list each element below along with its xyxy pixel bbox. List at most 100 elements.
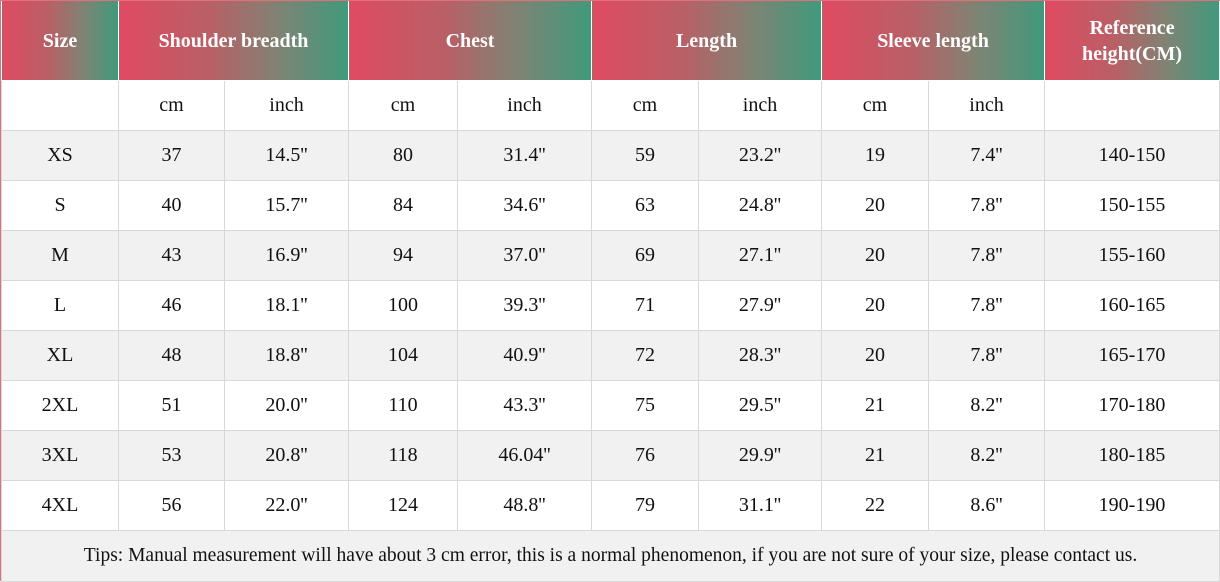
cell-chest-in: 43.3''	[456, 380, 593, 431]
tips-text: Tips: Manual measurement will have about…	[0, 530, 1220, 582]
cell-height: 150-155	[1044, 180, 1220, 231]
cell-length-cm: 69	[591, 230, 700, 281]
unit-row: cm inch cm inch cm inch cm inch	[1, 80, 1220, 131]
table-row: S 40 15.7'' 84 34.6'' 63 24.8'' 20 7.8'' 150-155	[1, 180, 1220, 231]
cell-size: XS	[1, 130, 119, 181]
cell-sleeve-in: 8.2''	[928, 380, 1046, 431]
unit-cell: cm	[821, 80, 930, 131]
unit-cell	[1044, 80, 1220, 131]
unit-cell: cm	[348, 80, 458, 131]
header-height: Reference height(CM)	[1044, 1, 1220, 81]
cell-sleeve-in: 7.8''	[928, 230, 1046, 281]
cell-length-in: 31.1''	[698, 480, 823, 531]
cell-chest-cm: 100	[348, 280, 458, 331]
header-size: Size	[1, 1, 119, 81]
cell-chest-cm: 110	[348, 380, 458, 431]
unit-cell: inch	[224, 80, 349, 131]
cell-shoulder-in: 18.1''	[224, 280, 349, 331]
cell-height: 190-190	[1044, 480, 1220, 531]
cell-length-in: 23.2''	[698, 130, 823, 181]
cell-sleeve-cm: 21	[821, 380, 930, 431]
cell-height: 180-185	[1044, 430, 1220, 481]
unit-cell: cm	[118, 80, 225, 131]
unit-cell: cm	[591, 80, 700, 131]
cell-sleeve-cm: 20	[821, 280, 930, 331]
cell-chest-in: 39.3''	[456, 280, 593, 331]
table-row: XL 48 18.8'' 104 40.9'' 72 28.3'' 20 7.8'' 165-17…	[1, 330, 1220, 381]
cell-length-in: 27.1''	[698, 230, 823, 281]
cell-sleeve-cm: 20	[821, 180, 930, 231]
cell-sleeve-cm: 19	[821, 130, 930, 181]
cell-size: 2XL	[1, 380, 119, 431]
cell-chest-in: 34.6''	[456, 180, 593, 231]
cell-length-cm: 79	[591, 480, 700, 531]
cell-size: S	[1, 180, 119, 231]
unit-cell: inch	[456, 80, 593, 131]
cell-size: L	[1, 280, 119, 331]
unit-cell: inch	[928, 80, 1046, 131]
cell-size: 4XL	[1, 480, 119, 531]
cell-length-in: 28.3''	[698, 330, 823, 381]
cell-shoulder-in: 15.7''	[224, 180, 349, 231]
header-shoulder: Shoulder breadth	[118, 1, 349, 81]
cell-chest-cm: 118	[348, 430, 458, 481]
cell-sleeve-cm: 20	[821, 230, 930, 281]
table-row: 4XL 56 22.0'' 124 48.8'' 79 31.1'' 22 8.6'' 190-1…	[1, 480, 1220, 531]
cell-length-cm: 75	[591, 380, 700, 431]
table-row: 3XL 53 20.8'' 118 46.04'' 76 29.9'' 21 8.2'' 180-…	[1, 430, 1220, 481]
cell-shoulder-cm: 53	[118, 430, 225, 481]
cell-height: 165-170	[1044, 330, 1220, 381]
cell-chest-cm: 104	[348, 330, 458, 381]
cell-shoulder-cm: 51	[118, 380, 225, 431]
table-row: 2XL 51 20.0'' 110 43.3'' 75 29.5'' 21 8.2'' 170-1…	[1, 380, 1220, 431]
cell-sleeve-in: 8.6''	[928, 480, 1046, 531]
cell-shoulder-cm: 48	[118, 330, 225, 381]
cell-shoulder-cm: 40	[118, 180, 225, 231]
cell-shoulder-cm: 43	[118, 230, 225, 281]
cell-shoulder-in: 20.0''	[224, 380, 349, 431]
tips-row: Tips: Manual measurement will have about…	[0, 530, 1220, 582]
cell-sleeve-in: 8.2''	[928, 430, 1046, 481]
table-row: XS 37 14.5'' 80 31.4'' 59 23.2'' 19 7.4'' 140-150	[1, 130, 1220, 181]
cell-sleeve-in: 7.8''	[928, 280, 1046, 331]
cell-length-cm: 71	[591, 280, 700, 331]
cell-sleeve-in: 7.8''	[928, 180, 1046, 231]
cell-shoulder-in: 16.9''	[224, 230, 349, 281]
cell-sleeve-cm: 20	[821, 330, 930, 381]
cell-chest-cm: 80	[348, 130, 458, 181]
cell-length-cm: 72	[591, 330, 700, 381]
cell-shoulder-in: 22.0''	[224, 480, 349, 531]
cell-shoulder-cm: 46	[118, 280, 225, 331]
cell-chest-in: 40.9''	[456, 330, 593, 381]
cell-chest-in: 46.04''	[456, 430, 593, 481]
cell-size: XL	[1, 330, 119, 381]
cell-size: 3XL	[1, 430, 119, 481]
cell-length-cm: 76	[591, 430, 700, 481]
table-row: M 43 16.9'' 94 37.0'' 69 27.1'' 20 7.8'' 155-160	[1, 230, 1220, 281]
cell-height: 170-180	[1044, 380, 1220, 431]
cell-height: 140-150	[1044, 130, 1220, 181]
cell-chest-cm: 124	[348, 480, 458, 531]
cell-chest-in: 31.4''	[456, 130, 593, 181]
cell-length-in: 24.8''	[698, 180, 823, 231]
cell-length-cm: 59	[591, 130, 700, 181]
cell-sleeve-in: 7.8''	[928, 330, 1046, 381]
cell-sleeve-cm: 21	[821, 430, 930, 481]
cell-height: 160-165	[1044, 280, 1220, 331]
header-row: Size Shoulder breadth Chest Length Sleev…	[1, 1, 1220, 81]
header-chest: Chest	[347, 1, 593, 81]
cell-shoulder-cm: 56	[118, 480, 225, 531]
unit-cell	[1, 80, 119, 131]
cell-chest-cm: 94	[348, 230, 458, 281]
cell-length-in: 27.9''	[698, 280, 823, 331]
header-length: Length	[591, 1, 823, 81]
cell-chest-cm: 84	[348, 180, 458, 231]
cell-shoulder-in: 18.8''	[224, 330, 349, 381]
cell-height: 155-160	[1044, 230, 1220, 281]
header-sleeve: Sleeve length	[821, 1, 1046, 81]
cell-shoulder-cm: 37	[118, 130, 225, 181]
cell-shoulder-in: 20.8''	[224, 430, 349, 481]
unit-cell: inch	[698, 80, 823, 131]
